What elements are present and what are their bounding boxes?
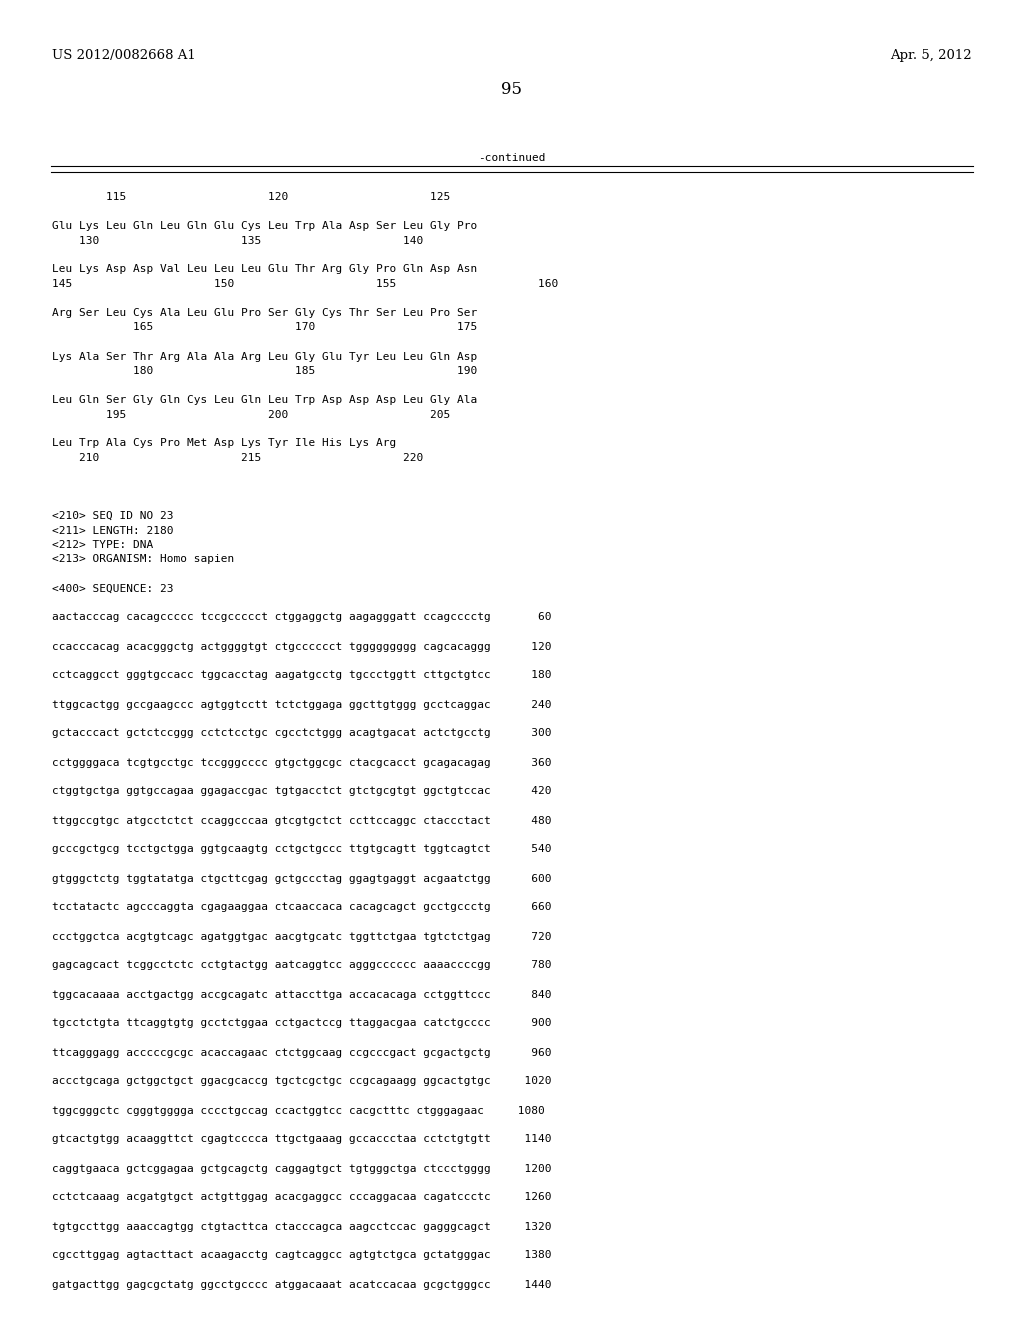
Text: tgcctctgta ttcaggtgtg gcctctggaa cctgactccg ttaggacgaa catctgcccc      900: tgcctctgta ttcaggtgtg gcctctggaa cctgact… [52,1019,552,1028]
Text: <210> SEQ ID NO 23: <210> SEQ ID NO 23 [52,511,173,521]
Text: ttggccgtgc atgcctctct ccaggcccaa gtcgtgctct ccttccaggc ctaccctact      480: ttggccgtgc atgcctctct ccaggcccaa gtcgtgc… [52,816,552,825]
Text: tcctatactc agcccaggta cgagaaggaa ctcaaccaca cacagcagct gcctgccctg      660: tcctatactc agcccaggta cgagaaggaa ctcaacc… [52,903,552,912]
Text: gatgacttgg gagcgctatg ggcctgcccc atggacaaat acatccacaa gcgctgggcc     1440: gatgacttgg gagcgctatg ggcctgcccc atggaca… [52,1279,552,1290]
Text: Glu Lys Leu Gln Leu Gln Glu Cys Leu Trp Ala Asp Ser Leu Gly Pro: Glu Lys Leu Gln Leu Gln Glu Cys Leu Trp … [52,220,477,231]
Text: 145                     150                     155                     160: 145 150 155 160 [52,279,558,289]
Text: 165                     170                     175: 165 170 175 [52,322,477,333]
Text: cctctcaaag acgatgtgct actgttggag acacgaggcc cccaggacaa cagatccctc     1260: cctctcaaag acgatgtgct actgttggag acacgag… [52,1192,552,1203]
Text: cgccttggag agtacttact acaagacctg cagtcaggcc agtgtctgca gctatgggac     1380: cgccttggag agtacttact acaagacctg cagtcag… [52,1250,552,1261]
Text: tgtgccttgg aaaccagtgg ctgtacttca ctacccagca aagcctccac gagggcagct     1320: tgtgccttgg aaaccagtgg ctgtacttca ctaccca… [52,1221,552,1232]
Text: 180                     185                     190: 180 185 190 [52,366,477,376]
Text: 95: 95 [502,82,522,99]
Text: 210                     215                     220: 210 215 220 [52,453,423,463]
Text: 130                     135                     140: 130 135 140 [52,235,423,246]
Text: ttcagggagg acccccgcgc acaccagaac ctctggcaag ccgcccgact gcgactgctg      960: ttcagggagg acccccgcgc acaccagaac ctctggc… [52,1048,552,1057]
Text: <211> LENGTH: 2180: <211> LENGTH: 2180 [52,525,173,536]
Text: 115                     120                     125: 115 120 125 [52,191,451,202]
Text: Leu Gln Ser Gly Gln Cys Leu Gln Leu Trp Asp Asp Asp Leu Gly Ala: Leu Gln Ser Gly Gln Cys Leu Gln Leu Trp … [52,395,477,405]
Text: -continued: -continued [478,153,546,162]
Text: gagcagcact tcggcctctc cctgtactgg aatcaggtcc agggcccccc aaaaccccgg      780: gagcagcact tcggcctctc cctgtactgg aatcagg… [52,961,552,970]
Text: caggtgaaca gctcggagaa gctgcagctg caggagtgct tgtgggctga ctccctgggg     1200: caggtgaaca gctcggagaa gctgcagctg caggagt… [52,1163,552,1173]
Text: ctggtgctga ggtgccagaa ggagaccgac tgtgacctct gtctgcgtgt ggctgtccac      420: ctggtgctga ggtgccagaa ggagaccgac tgtgacc… [52,787,552,796]
Text: tggcgggctc cgggtgggga cccctgccag ccactggtcc cacgctttc ctgggagaac     1080: tggcgggctc cgggtgggga cccctgccag ccactgg… [52,1106,545,1115]
Text: aactacccag cacagccccc tccgccccct ctggaggctg aagagggatt ccagcccctg       60: aactacccag cacagccccc tccgccccct ctggagg… [52,612,552,623]
Text: ttggcactgg gccgaagccc agtggtcctt tctctggaga ggcttgtggg gcctcaggac      240: ttggcactgg gccgaagccc agtggtcctt tctctgg… [52,700,552,710]
Text: cctggggaca tcgtgcctgc tccgggcccc gtgctggcgc ctacgcacct gcagacagag      360: cctggggaca tcgtgcctgc tccgggcccc gtgctgg… [52,758,552,767]
Text: Leu Trp Ala Cys Pro Met Asp Lys Tyr Ile His Lys Arg: Leu Trp Ala Cys Pro Met Asp Lys Tyr Ile … [52,438,396,449]
Text: Lys Ala Ser Thr Arg Ala Ala Arg Leu Gly Glu Tyr Leu Leu Gln Asp: Lys Ala Ser Thr Arg Ala Ala Arg Leu Gly … [52,351,477,362]
Text: <213> ORGANISM: Homo sapien: <213> ORGANISM: Homo sapien [52,554,234,565]
Text: Apr. 5, 2012: Apr. 5, 2012 [891,49,972,62]
Text: cctcaggcct gggtgccacc tggcacctag aagatgcctg tgccctggtt cttgctgtcc      180: cctcaggcct gggtgccacc tggcacctag aagatgc… [52,671,552,681]
Text: ccacccacag acacgggctg actggggtgt ctgcccccct tggggggggg cagcacaggg      120: ccacccacag acacgggctg actggggtgt ctgcccc… [52,642,552,652]
Text: Arg Ser Leu Cys Ala Leu Glu Pro Ser Gly Cys Thr Ser Leu Pro Ser: Arg Ser Leu Cys Ala Leu Glu Pro Ser Gly … [52,308,477,318]
Text: gtgggctctg tggtatatga ctgcttcgag gctgccctag ggagtgaggt acgaatctgg      600: gtgggctctg tggtatatga ctgcttcgag gctgccc… [52,874,552,883]
Text: <400> SEQUENCE: 23: <400> SEQUENCE: 23 [52,583,173,594]
Text: tggcacaaaa acctgactgg accgcagatc attaccttga accacacaga cctggttccc      840: tggcacaaaa acctgactgg accgcagatc attacct… [52,990,552,999]
Text: ccctggctca acgtgtcagc agatggtgac aacgtgcatc tggttctgaa tgtctctgag      720: ccctggctca acgtgtcagc agatggtgac aacgtgc… [52,932,552,941]
Text: Leu Lys Asp Asp Val Leu Leu Leu Glu Thr Arg Gly Pro Gln Asp Asn: Leu Lys Asp Asp Val Leu Leu Leu Glu Thr … [52,264,477,275]
Text: US 2012/0082668 A1: US 2012/0082668 A1 [52,49,196,62]
Text: 195                     200                     205: 195 200 205 [52,409,451,420]
Text: gcccgctgcg tcctgctgga ggtgcaagtg cctgctgccc ttgtgcagtt tggtcagtct      540: gcccgctgcg tcctgctgga ggtgcaagtg cctgctg… [52,845,552,854]
Text: gctacccact gctctccggg cctctcctgc cgcctctggg acagtgacat actctgcctg      300: gctacccact gctctccggg cctctcctgc cgcctct… [52,729,552,738]
Text: <212> TYPE: DNA: <212> TYPE: DNA [52,540,154,550]
Text: gtcactgtgg acaaggttct cgagtcccca ttgctgaaag gccaccctaa cctctgtgtt     1140: gtcactgtgg acaaggttct cgagtcccca ttgctga… [52,1134,552,1144]
Text: accctgcaga gctggctgct ggacgcaccg tgctcgctgc ccgcagaagg ggcactgtgc     1020: accctgcaga gctggctgct ggacgcaccg tgctcgc… [52,1077,552,1086]
